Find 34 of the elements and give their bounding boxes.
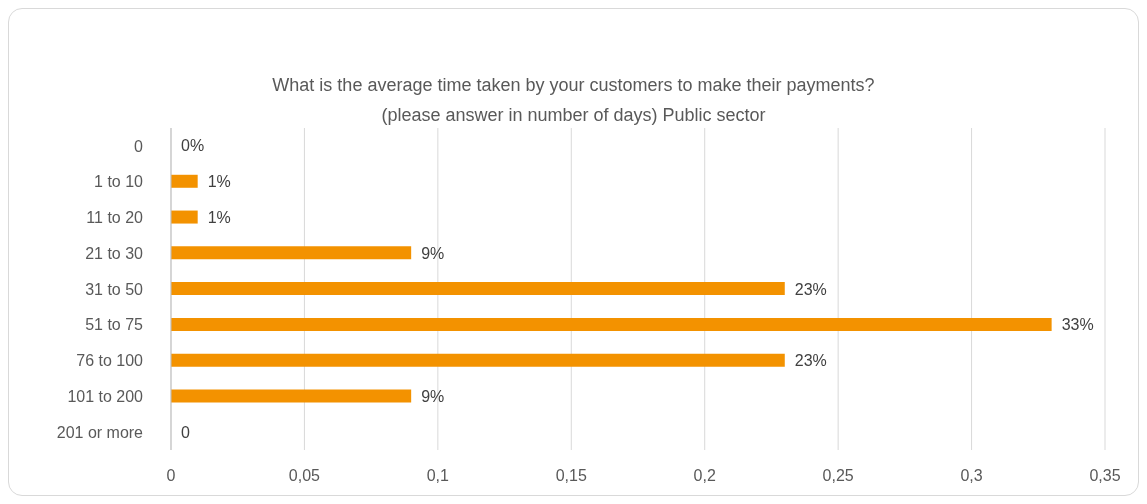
x-tick-label: 0 [166, 467, 176, 485]
data-label: 33% [1061, 316, 1094, 334]
y-tick-label: 51 to 75 [85, 316, 144, 334]
data-label: 1% [207, 173, 231, 191]
x-tick-label: 0,3 [960, 467, 983, 485]
y-tick-label: 0 [134, 137, 144, 155]
bar [171, 282, 785, 296]
bar [171, 389, 412, 403]
data-label: 1% [207, 208, 231, 226]
y-tick-label: 1 to 10 [94, 173, 144, 191]
bar [171, 246, 412, 260]
bar [171, 210, 198, 224]
x-tick-label: 0,25 [822, 467, 854, 485]
data-label: 9% [421, 387, 445, 405]
x-tick-label: 0,15 [555, 467, 587, 485]
x-tick-label: 0,2 [693, 467, 716, 485]
y-tick-label: 11 to 20 [86, 209, 144, 227]
y-tick-label: 201 or more [56, 423, 144, 441]
y-tick-label: 21 to 30 [85, 244, 144, 262]
x-tick-label: 0,1 [426, 467, 450, 485]
x-tick-label: 0,35 [1089, 467, 1121, 485]
y-tick-label: 76 to 100 [76, 352, 144, 370]
data-label: 23% [794, 352, 827, 370]
y-tick-label: 31 to 50 [85, 280, 144, 298]
x-tick-label: 0,05 [288, 467, 321, 485]
bar [171, 174, 198, 188]
bar [171, 317, 1052, 331]
data-label: 23% [794, 280, 827, 298]
data-label: 0 [181, 423, 190, 441]
data-label: 0% [181, 137, 205, 155]
bar [171, 353, 785, 367]
chart-title: What is the average time taken by your customers to make their payments? (please answer in number of days) Public sector [271, 74, 876, 127]
data-label: 9% [421, 244, 445, 262]
y-tick-label: 101 to 200 [67, 388, 144, 406]
